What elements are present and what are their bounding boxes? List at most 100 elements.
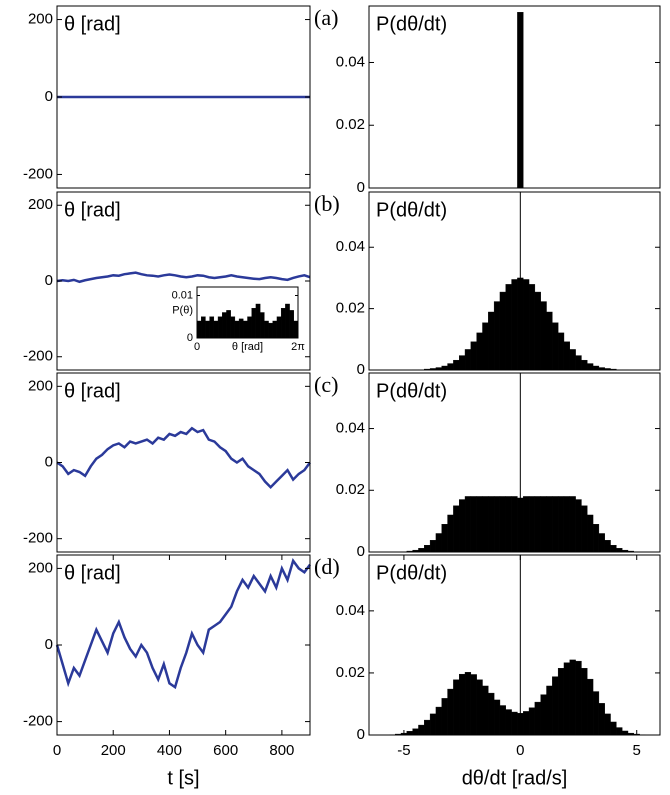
hist-bar bbox=[557, 332, 565, 371]
hist-bar bbox=[196, 320, 202, 339]
hist-bar bbox=[552, 322, 559, 371]
hist-bar bbox=[569, 349, 576, 371]
hist-bar bbox=[581, 505, 588, 553]
hist-bar bbox=[540, 694, 547, 736]
y-tick-label: 200 bbox=[28, 11, 53, 28]
hist-bar bbox=[476, 332, 483, 371]
hist-bar bbox=[276, 316, 282, 339]
line-series bbox=[56, 426, 312, 490]
x-tick-label: 0 bbox=[516, 742, 524, 759]
hist-bar bbox=[610, 721, 617, 736]
hist-bar bbox=[546, 685, 553, 736]
x-axis-label: t [s] bbox=[167, 767, 199, 789]
hist-bar bbox=[616, 727, 623, 736]
hist-bar bbox=[552, 676, 559, 736]
y-tick-label: 0 bbox=[357, 361, 365, 378]
x-tick-label: 200 bbox=[101, 742, 126, 759]
x-tick-label: 400 bbox=[157, 742, 182, 759]
y-tick-label: 0.02 bbox=[336, 481, 365, 498]
hist-bar bbox=[464, 349, 472, 371]
hist-bar bbox=[563, 662, 570, 736]
y-tick-label: 0.01 bbox=[172, 289, 193, 301]
hist-bar bbox=[511, 711, 518, 736]
hist-bar bbox=[222, 312, 227, 339]
y-axis-label: θ [rad] bbox=[64, 562, 121, 584]
y-tick-label: 0.02 bbox=[336, 116, 365, 133]
hist-bar bbox=[424, 719, 431, 736]
plot-area bbox=[57, 373, 310, 552]
hist-bar bbox=[557, 496, 565, 553]
x-tick-label: 2π bbox=[291, 341, 305, 353]
y-tick-label: -200 bbox=[23, 713, 53, 730]
hist-bar bbox=[412, 728, 419, 736]
y-tick-label: -200 bbox=[23, 530, 53, 547]
hist-bar bbox=[217, 316, 223, 339]
hist-bar bbox=[488, 692, 495, 736]
hist-bar bbox=[259, 312, 265, 339]
hist-bar bbox=[528, 707, 536, 736]
hist-bar bbox=[523, 711, 530, 736]
y-axis-label: θ [rad] bbox=[64, 380, 121, 402]
hist-bar bbox=[493, 496, 501, 553]
hist-bar bbox=[209, 316, 215, 339]
hist-bar bbox=[243, 320, 248, 339]
hist-bar bbox=[563, 496, 570, 553]
hist-bar bbox=[447, 688, 454, 736]
hist-bar bbox=[604, 540, 611, 553]
hist-bar bbox=[523, 279, 530, 371]
y-axis-label: P(dθ/dt) bbox=[376, 562, 447, 584]
hist-bar bbox=[289, 310, 294, 339]
hist-bar bbox=[493, 301, 501, 371]
hist-bar bbox=[534, 496, 541, 553]
hist-bar bbox=[247, 316, 252, 339]
hist-bar bbox=[470, 674, 477, 736]
plot-area bbox=[369, 555, 660, 735]
hist-bar bbox=[201, 316, 206, 339]
hist-bar bbox=[205, 320, 210, 339]
hist-bar bbox=[453, 679, 460, 736]
hist-bar bbox=[528, 284, 536, 371]
y-tick-label: 0.02 bbox=[336, 664, 365, 681]
hist-bar bbox=[575, 660, 582, 736]
y-tick-label: 0 bbox=[357, 179, 365, 196]
hist-bar bbox=[616, 548, 623, 553]
hist-bar bbox=[575, 499, 582, 553]
hist-bar bbox=[280, 308, 286, 339]
hist-bar bbox=[488, 496, 495, 553]
x-tick-label: 0 bbox=[194, 341, 200, 353]
hist-bar bbox=[453, 505, 460, 553]
panel-label: (b) bbox=[314, 191, 340, 216]
hist-bar bbox=[505, 284, 512, 371]
hist-bar bbox=[251, 308, 257, 339]
y-axis-label: P(θ) bbox=[172, 304, 193, 316]
hist-bar bbox=[488, 311, 495, 371]
hist-bar bbox=[517, 12, 524, 189]
x-axis-label: dθ/dt [rad/s] bbox=[462, 767, 568, 789]
y-tick-label: 0.04 bbox=[336, 602, 365, 619]
x-tick-label: 800 bbox=[269, 742, 294, 759]
y-tick-label: 0 bbox=[45, 272, 53, 289]
hist-bar bbox=[575, 355, 582, 371]
y-tick-label: 0 bbox=[357, 726, 365, 743]
hist-bar bbox=[598, 703, 605, 736]
hist-bar bbox=[435, 706, 442, 736]
hist-bar bbox=[499, 496, 506, 553]
hist-bar bbox=[435, 533, 442, 553]
hist-bar bbox=[429, 540, 437, 553]
hist-bar bbox=[418, 724, 425, 736]
hist-bar bbox=[528, 496, 536, 553]
hist-bar bbox=[592, 524, 600, 553]
x-tick-label: -5 bbox=[397, 742, 410, 759]
x-tick-label: 600 bbox=[213, 742, 238, 759]
plot-area bbox=[369, 6, 660, 188]
hist-bar bbox=[447, 514, 454, 553]
hist-bar bbox=[441, 365, 448, 371]
hist-bar bbox=[470, 496, 477, 553]
hist-bar bbox=[418, 548, 425, 553]
hist-bar bbox=[213, 320, 219, 339]
hist-bar bbox=[429, 713, 437, 736]
hist-bar bbox=[464, 496, 472, 553]
hist-bar bbox=[272, 320, 278, 339]
frame bbox=[368, 5, 661, 189]
y-tick-label: 0 bbox=[45, 453, 53, 470]
